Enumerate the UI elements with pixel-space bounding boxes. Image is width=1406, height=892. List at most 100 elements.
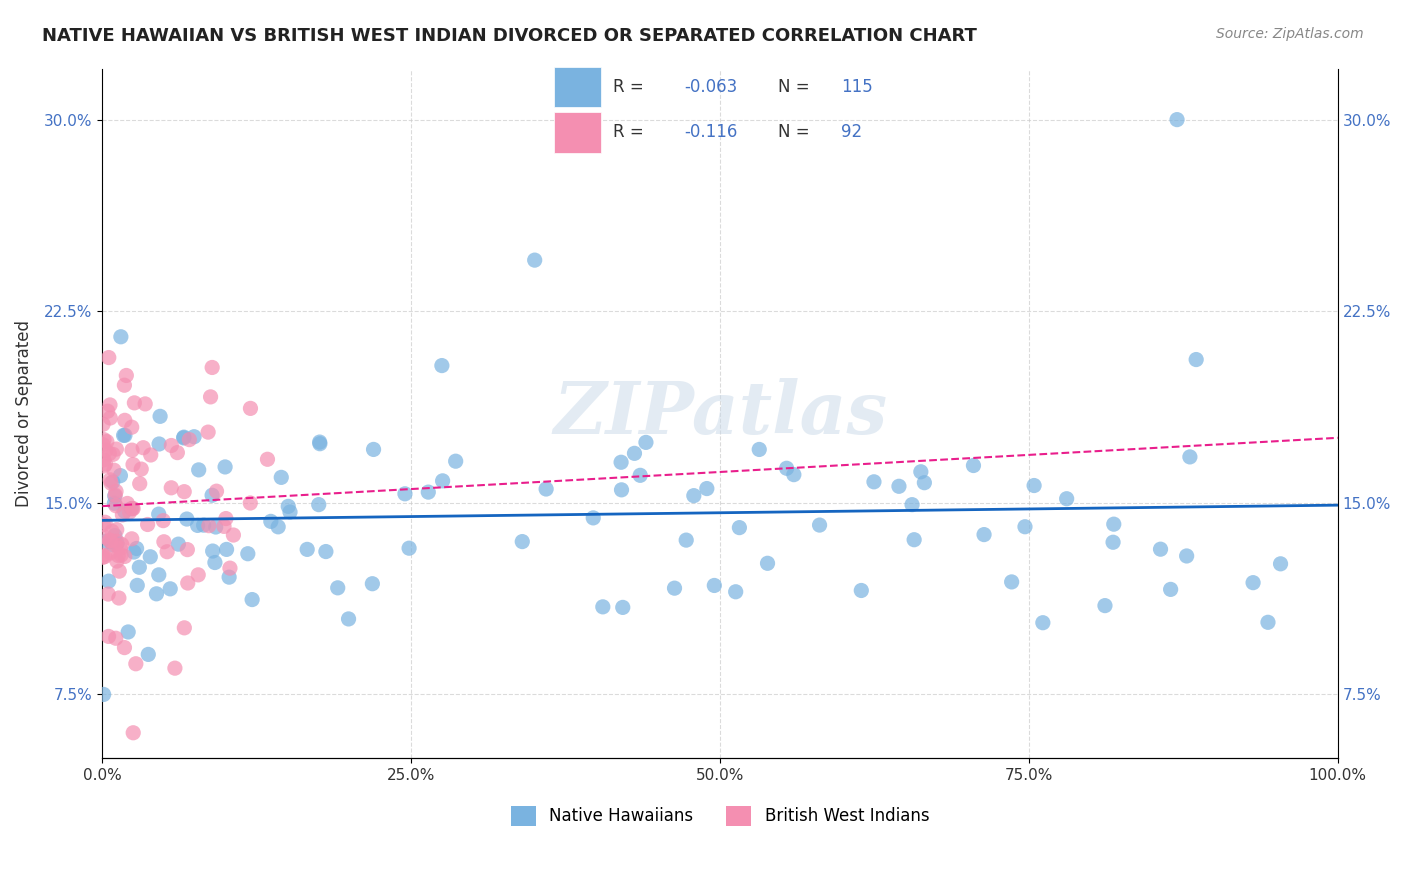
Point [187, 463, 209, 477]
Point [308, 436, 330, 450]
Point [121, 443, 143, 458]
Point [98, 473, 121, 487]
Point [198, 518, 221, 533]
Point [176, 542, 198, 557]
Point [97, 587, 120, 601]
Point [728, 520, 751, 534]
Point [278, 505, 301, 519]
Point [1102, 517, 1125, 532]
Point [212, 519, 235, 533]
Point [159, 582, 181, 596]
Point [201, 360, 224, 375]
Point [114, 504, 136, 518]
Point [912, 475, 935, 490]
Point [139, 448, 162, 462]
Text: ZIPatlas: ZIPatlas [553, 378, 887, 449]
Point [1001, 574, 1024, 589]
Point [703, 578, 725, 592]
Point [163, 661, 186, 675]
Point [308, 435, 330, 450]
Point [125, 541, 148, 556]
Point [592, 599, 614, 614]
Point [93, 433, 115, 447]
Point [101, 524, 124, 539]
Point [97, 404, 120, 418]
Point [148, 507, 170, 521]
Point [110, 330, 132, 344]
Text: R =: R = [613, 78, 644, 96]
Point [634, 435, 657, 450]
Point [523, 253, 546, 268]
Point [1032, 615, 1054, 630]
Point [1185, 352, 1208, 367]
Point [166, 445, 188, 459]
Point [110, 468, 132, 483]
Point [101, 447, 124, 461]
Point [973, 527, 995, 541]
Text: N =: N = [779, 78, 810, 96]
Point [97, 574, 120, 589]
Point [1175, 549, 1198, 563]
Point [105, 554, 128, 568]
Point [105, 536, 128, 550]
Point [1166, 112, 1188, 127]
Point [153, 534, 176, 549]
Point [114, 549, 136, 564]
Point [363, 442, 385, 457]
Point [97, 351, 120, 365]
Point [160, 481, 183, 495]
Point [398, 541, 420, 556]
Point [361, 576, 384, 591]
Point [114, 413, 136, 427]
Point [394, 487, 416, 501]
Point [128, 476, 150, 491]
Point [98, 411, 121, 425]
Point [122, 458, 145, 472]
Point [96, 434, 118, 449]
Point [100, 533, 122, 548]
Point [103, 463, 125, 477]
Point [201, 544, 224, 558]
Point [129, 462, 152, 476]
Point [100, 534, 122, 549]
Point [105, 442, 128, 456]
Point [104, 632, 127, 646]
Point [110, 541, 132, 556]
Point [101, 475, 124, 489]
Point [115, 368, 138, 383]
Point [148, 567, 170, 582]
Point [775, 461, 797, 475]
Point [111, 537, 134, 551]
Point [179, 433, 201, 447]
Point [149, 409, 172, 424]
Point [444, 454, 467, 468]
Point [1094, 599, 1116, 613]
Point [808, 518, 831, 533]
Point [128, 560, 150, 574]
Point [183, 430, 205, 444]
Point [93, 688, 115, 702]
Point [94, 516, 117, 530]
Point [98, 446, 121, 460]
Point [136, 517, 159, 532]
Point [97, 629, 120, 643]
Point [623, 446, 645, 460]
Point [91, 517, 114, 532]
Point [107, 549, 129, 563]
Point [240, 592, 263, 607]
Point [295, 542, 318, 557]
Point [696, 482, 718, 496]
Text: R =: R = [613, 123, 644, 142]
Point [173, 431, 195, 445]
Point [267, 520, 290, 534]
Point [112, 378, 135, 392]
Point [239, 401, 262, 416]
Text: N =: N = [779, 123, 810, 142]
Point [748, 442, 770, 457]
Y-axis label: Divorced or Separated: Divorced or Separated [15, 320, 32, 507]
Point [122, 545, 145, 559]
Point [167, 537, 190, 551]
Point [91, 548, 114, 562]
Point [173, 621, 195, 635]
Point [100, 476, 122, 491]
